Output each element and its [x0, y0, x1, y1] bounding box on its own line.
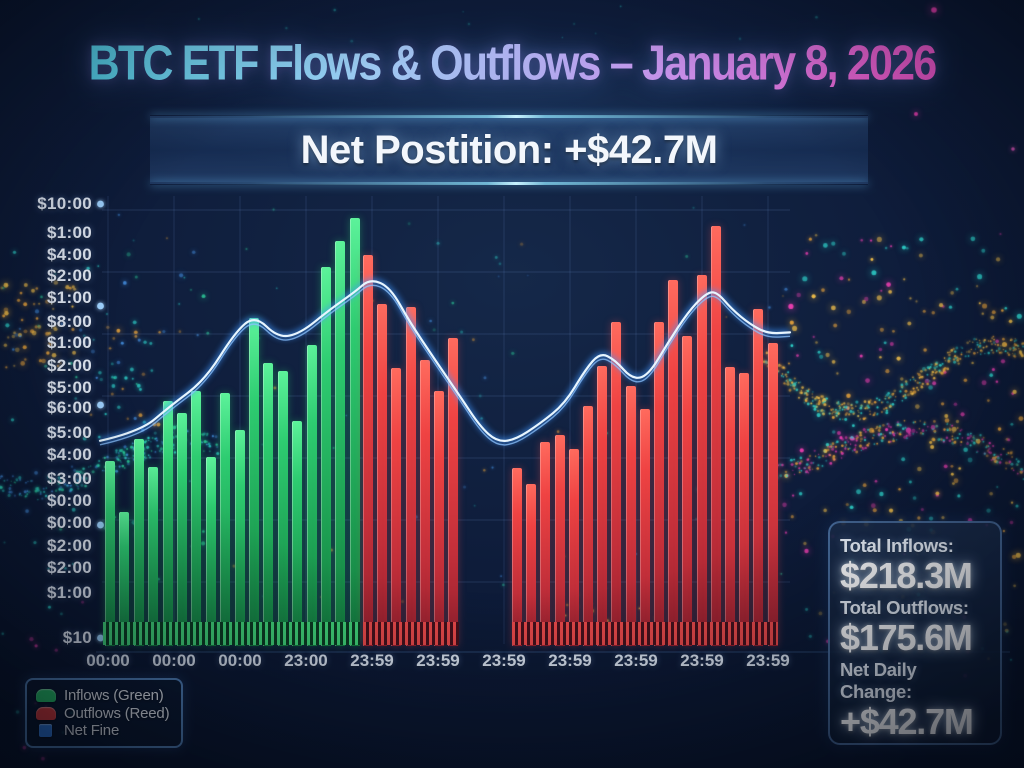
y-tick-label: $4:00 [47, 445, 92, 464]
x-tick-label: 23:59 [482, 651, 526, 670]
outflow-bar [725, 367, 735, 646]
stats-row-net: Net Daily Change: +$42.7M [840, 659, 990, 743]
legend-label: Outflows (Reed) [64, 704, 170, 722]
y-tick-label: $5:00 [47, 423, 92, 442]
x-tick-label: 00:00 [218, 651, 262, 670]
inflow-bar [177, 413, 187, 646]
stats-row-outflows: Total Outflows: $175.6M [840, 597, 990, 659]
y-tick-label: $6:00 [47, 398, 92, 417]
outflow-bar [739, 372, 749, 646]
inflow-bar [191, 391, 201, 646]
outflow-bar [597, 366, 607, 646]
y-tick-label: $0:00 [47, 513, 92, 532]
outflow-bar [611, 322, 621, 646]
inflows-swatch-icon [36, 689, 56, 702]
bottom-stripe-band-red-b [512, 622, 778, 645]
inflow-bar [278, 371, 288, 646]
y-tick-label: $8:00 [47, 312, 92, 331]
inflow-bar [292, 420, 302, 646]
outflow-bar [753, 309, 763, 646]
y-tick-label: $2:00 [47, 536, 92, 555]
outflow-bar [512, 467, 522, 646]
outflow-bar [377, 304, 387, 646]
inflow-bar [307, 344, 317, 646]
inflow-bar [263, 362, 273, 646]
y-tick-label: $1:00 [47, 333, 92, 352]
net-swatch-icon [39, 724, 52, 737]
x-tick-label: 23:59 [614, 651, 658, 670]
legend-label: Net Fine [64, 722, 120, 739]
y-tick-label: $2:00 [47, 558, 92, 577]
x-tick-label: 00:00 [152, 651, 196, 670]
inflow-bar [335, 241, 345, 646]
outflow-bar [697, 274, 707, 646]
outflow-bar [406, 307, 416, 646]
outflow-bar [420, 359, 430, 646]
stats-row-inflows: Total Inflows: $218.3M [840, 535, 990, 597]
outflow-bar [711, 226, 721, 646]
x-tick-label: 23:59 [350, 651, 394, 670]
outflow-bar [391, 367, 401, 646]
stat-value-total-outflows: $175.6M [840, 617, 973, 658]
inflow-bar [235, 430, 245, 646]
outflow-bar [569, 448, 579, 646]
page-title: BTC ETF Flows & Outflows – January 8, 20… [0, 36, 1024, 92]
outflow-bar [555, 434, 565, 646]
inflow-bar [220, 393, 230, 646]
x-tick-label: 23:00 [284, 651, 328, 670]
x-tick-label: 23:59 [416, 651, 460, 670]
outflow-bar [668, 280, 678, 646]
y-tick-label: $2:00 [47, 266, 92, 285]
x-tick-label: 00:00 [86, 651, 130, 670]
outflow-bar [768, 342, 778, 646]
outflow-bar [640, 409, 650, 646]
inflow-bar [148, 466, 158, 646]
y-tick-label: $1:00 [47, 583, 92, 602]
y-tick-label: $10 [62, 628, 92, 647]
stat-value-total-inflows: $218.3M [840, 555, 973, 596]
outflow-bar [626, 385, 636, 646]
outflow-bar [448, 337, 458, 646]
y-tick-label: $2:00 [47, 356, 92, 375]
y-tick-label: $0:00 [47, 491, 92, 510]
outflow-bar [583, 406, 593, 646]
inflow-bar [134, 438, 144, 646]
bottom-stripe-band-green [103, 622, 360, 645]
chart-legend: Inflows (Green) Outflows (Reed) Net Fine [25, 678, 183, 748]
stat-label-net-change: Net Daily Change: [840, 659, 917, 702]
stat-value-net-change: +$42.7M [840, 701, 974, 742]
x-tick-label: 23:59 [680, 651, 724, 670]
inflow-bar [350, 218, 360, 646]
y-tick-label: $10:00 [37, 194, 92, 213]
net-position-banner: Net Postition: +$42.7M [150, 115, 868, 185]
y-tick-label: $1:00 [47, 223, 92, 242]
inflow-bar [249, 317, 259, 646]
y-tick-label: $5:00 [47, 378, 92, 397]
inflow-bar [321, 266, 331, 646]
outflows-swatch-icon [36, 706, 56, 720]
stats-panel: Total Inflows: $218.3M Total Outflows: $… [828, 521, 1002, 745]
inflow-bar [105, 461, 115, 646]
x-tick-label: 23:59 [746, 651, 790, 670]
x-tick-label: 23:59 [548, 651, 592, 670]
legend-item-inflows: Inflows (Green) [36, 687, 172, 704]
stat-label-total-inflows: Total Inflows: [840, 535, 954, 556]
outflow-bar [363, 254, 373, 646]
outflow-bar [682, 335, 692, 646]
stat-label-total-outflows: Total Outflows: [840, 597, 969, 618]
inflow-bar [163, 401, 173, 646]
outflow-bar [654, 322, 664, 646]
bottom-stripe-band-red-a [363, 622, 459, 645]
legend-item-net: Net Fine [36, 722, 172, 739]
inflow-bar [206, 457, 216, 646]
y-tick-label: $4:00 [47, 245, 92, 264]
net-position-text: Net Postition: +$42.7M [300, 127, 718, 172]
y-tick-label: $1:00 [47, 288, 92, 307]
legend-item-outflows: Outflows (Reed) [36, 705, 172, 722]
y-tick-label: $3:00 [47, 469, 92, 488]
outflow-bar [540, 441, 550, 646]
legend-label: Inflows (Green) [64, 687, 164, 704]
outflow-bar [434, 391, 444, 646]
